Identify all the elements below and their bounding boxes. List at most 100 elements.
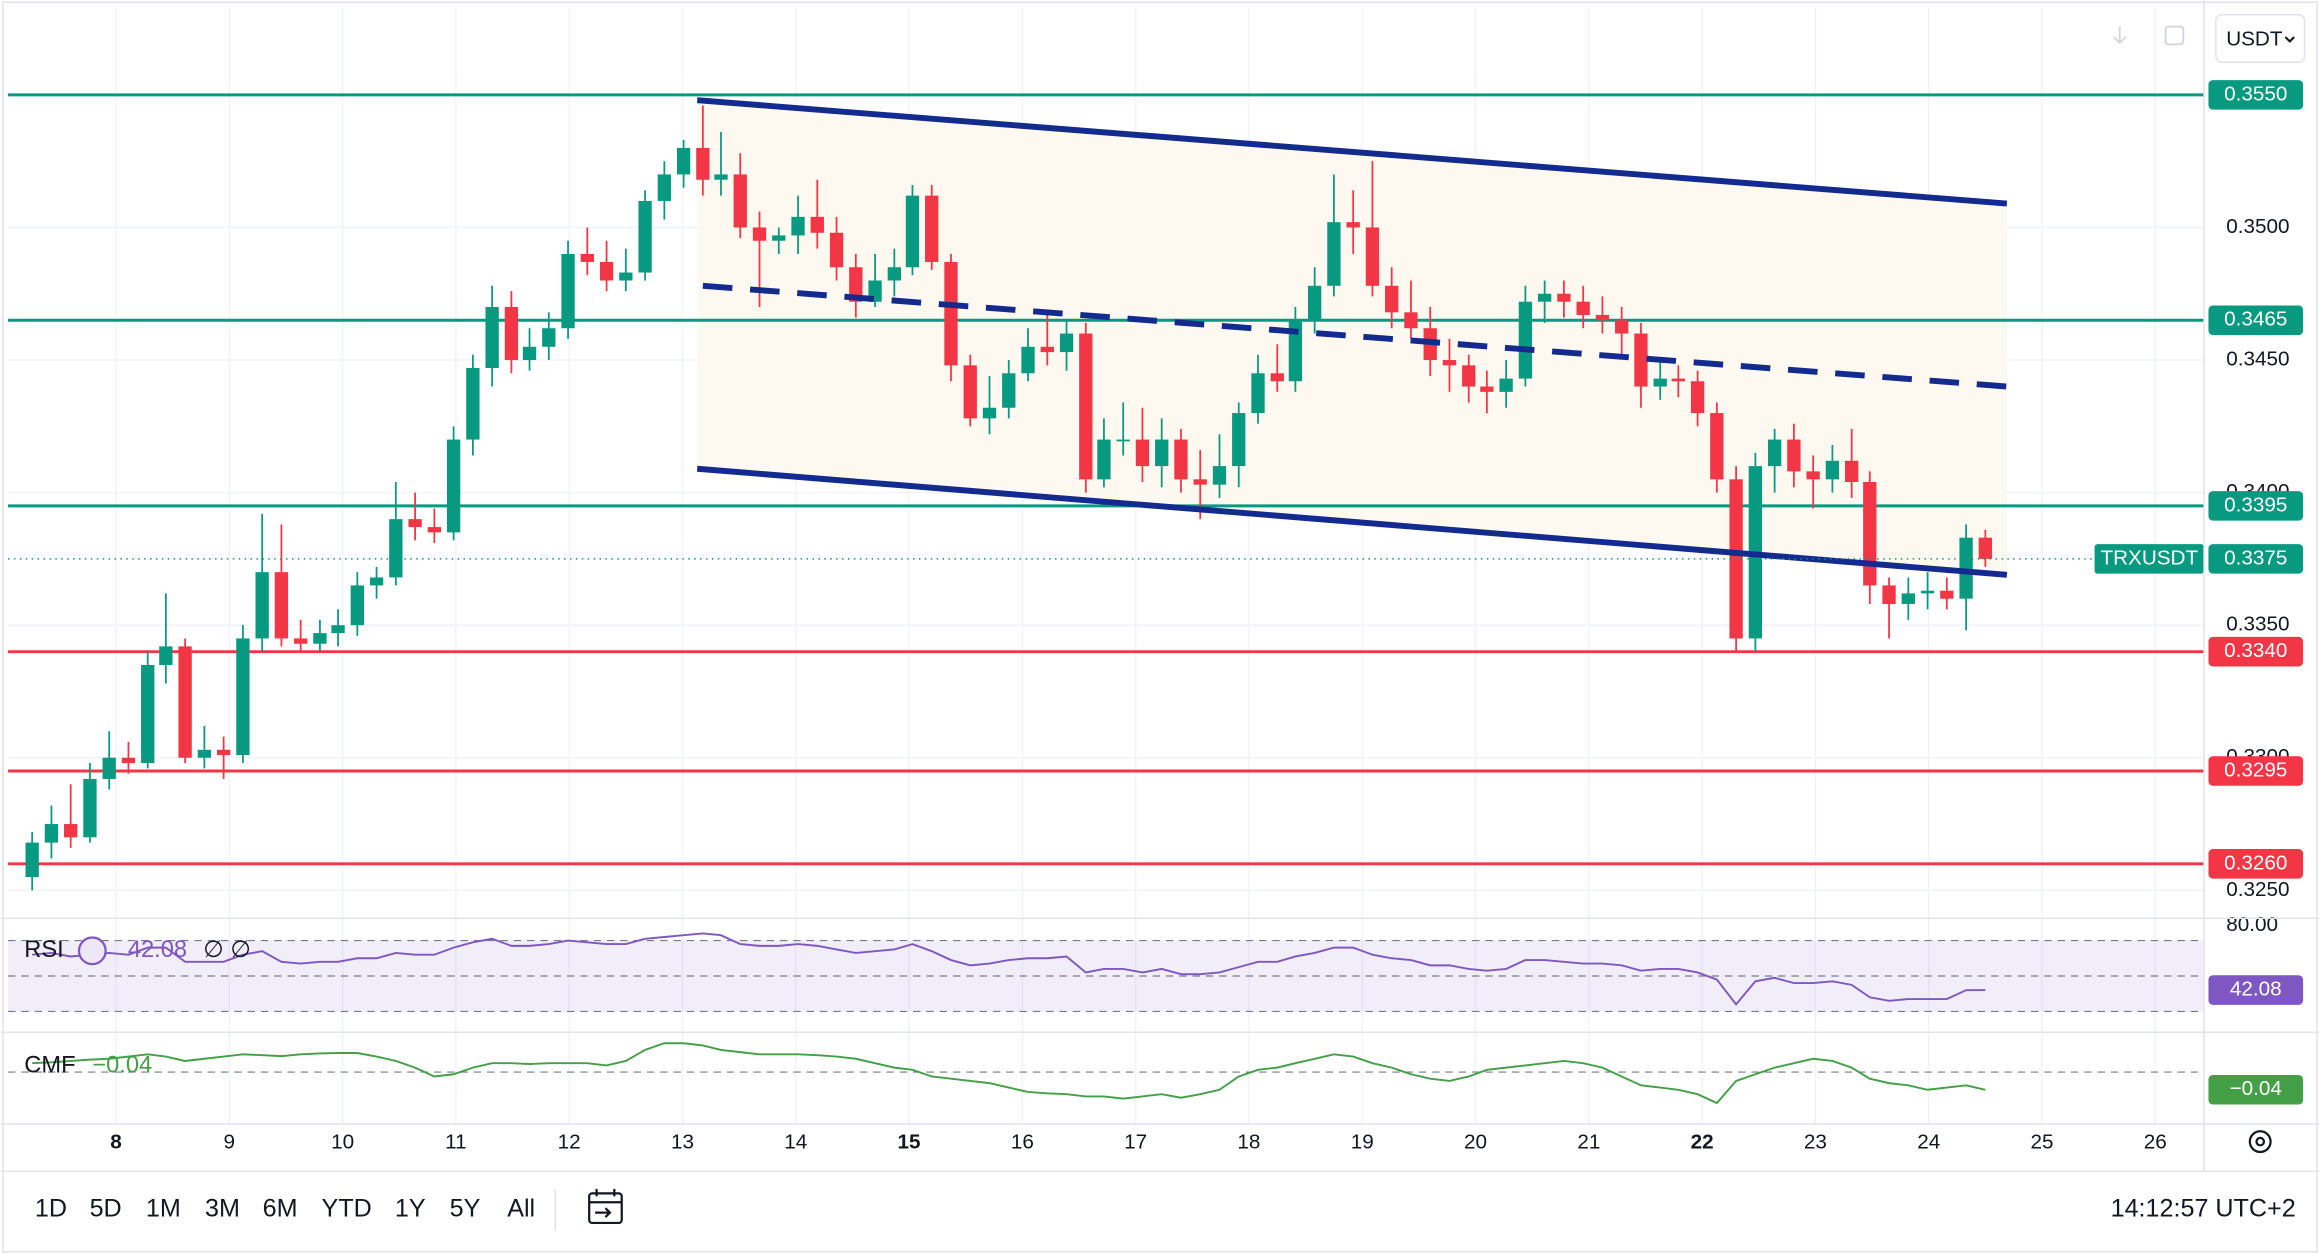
candle-body xyxy=(427,527,442,533)
candle-body xyxy=(44,824,59,843)
candle-body xyxy=(1978,537,1993,559)
x-tick-label: 25 xyxy=(2030,1131,2053,1154)
candle-body xyxy=(714,174,728,180)
cmf-legend-value: −0.04 xyxy=(92,1052,152,1078)
x-tick-label: 19 xyxy=(1351,1131,1374,1154)
candle-body xyxy=(1634,333,1648,387)
candle-body xyxy=(1462,365,1476,387)
candle-body xyxy=(963,365,977,419)
x-tick-label: 11 xyxy=(445,1131,466,1154)
candle-body xyxy=(1671,378,1685,382)
range-button[interactable]: 3M xyxy=(205,1194,240,1222)
candle-body xyxy=(1480,386,1494,392)
symbol-badge xyxy=(2094,544,2205,574)
candle-body xyxy=(1116,439,1130,442)
x-tick-label: 13 xyxy=(671,1131,694,1154)
range-button[interactable]: All xyxy=(507,1194,535,1222)
candle-body xyxy=(1518,301,1533,379)
level-label: 0.3550 xyxy=(2224,82,2287,105)
range-button[interactable]: 6M xyxy=(263,1194,298,1222)
cmf-line xyxy=(32,1042,1986,1105)
x-tick-label: 20 xyxy=(1464,1131,1487,1154)
level-label: 0.3260 xyxy=(2224,851,2287,874)
range-button[interactable]: 1Y xyxy=(395,1194,426,1222)
candle-body xyxy=(1232,413,1246,467)
range-button[interactable]: 5Y xyxy=(450,1194,481,1222)
candle-body xyxy=(1155,439,1169,467)
candle-body xyxy=(619,272,633,281)
last-price-badge xyxy=(2208,544,2304,574)
candle-body xyxy=(313,633,327,644)
candle-body xyxy=(733,174,747,228)
rsi-legend-extra: ∅ ∅ xyxy=(203,937,251,963)
candle-body xyxy=(236,638,250,756)
cmf-badge xyxy=(2208,1074,2304,1105)
candle-body xyxy=(197,749,212,758)
candle-body xyxy=(887,267,901,281)
candle-body xyxy=(216,749,231,756)
candle-body xyxy=(294,638,308,644)
trend-line xyxy=(696,97,2008,207)
candle-body xyxy=(676,147,691,175)
x-tick-label: 15 xyxy=(898,1131,921,1154)
candle-body xyxy=(657,174,672,201)
candle-body xyxy=(752,227,767,241)
y-tick-label: 0.3500 xyxy=(2226,215,2289,238)
candle-body xyxy=(1365,227,1380,286)
trend-line xyxy=(702,282,2008,390)
plot-layer: 8 9 10 11 12 13 14 15 16 17 18 19 20 21 22 23 24 25 26 0.32… xyxy=(8,7,2304,1154)
candle-body xyxy=(599,261,614,281)
level-badge xyxy=(2208,636,2304,667)
candle-body xyxy=(1845,460,1859,483)
clock: 14:12:57 UTC+2 xyxy=(2111,1194,2296,1222)
candle-body xyxy=(905,195,920,268)
candle-body xyxy=(944,261,958,366)
cmf-legend-name: CMF xyxy=(24,1052,75,1078)
candle-body xyxy=(1882,585,1896,604)
candle-body xyxy=(408,519,422,528)
candle-body xyxy=(696,147,710,180)
candle-body xyxy=(331,625,345,634)
candle-body xyxy=(791,216,805,236)
candle-body xyxy=(1442,360,1457,366)
candle-body xyxy=(829,232,844,268)
candle-body xyxy=(1059,333,1074,353)
candle-body xyxy=(1021,346,1035,374)
candle-body xyxy=(772,235,786,241)
candle-body xyxy=(1327,222,1341,286)
range-button[interactable]: 5D xyxy=(90,1194,122,1222)
candle-body xyxy=(1288,320,1303,382)
x-tick-label: 16 xyxy=(1011,1131,1034,1154)
x-tick-label: 12 xyxy=(558,1131,581,1154)
candle-body xyxy=(1806,471,1820,480)
currency-dropdown[interactable] xyxy=(2215,14,2306,63)
rsi-line xyxy=(32,932,1986,1006)
level-label: 0.3295 xyxy=(2224,758,2287,781)
currency-label[interactable]: USDT xyxy=(2226,27,2283,50)
calendar-icon[interactable] xyxy=(588,1188,623,1225)
x-tick-label: 24 xyxy=(1917,1131,1940,1154)
range-button[interactable]: 1M xyxy=(146,1194,181,1222)
candle-body xyxy=(64,824,78,838)
candle-body xyxy=(83,778,97,838)
candle-body xyxy=(1940,590,1954,599)
candle-body xyxy=(638,200,652,273)
range-button[interactable]: YTD xyxy=(322,1194,372,1222)
top-icons xyxy=(2113,25,2185,46)
candle-body xyxy=(1212,466,1227,485)
candle-body xyxy=(1135,439,1150,467)
x-tick-label: 18 xyxy=(1237,1131,1260,1154)
candle-body xyxy=(522,346,537,361)
range-button[interactable]: 1D xyxy=(35,1194,67,1222)
y-tick-label: 0.3350 xyxy=(2226,613,2289,636)
candle-body xyxy=(1767,439,1782,467)
x-tick-label: 10 xyxy=(331,1131,354,1154)
candle-body xyxy=(810,216,824,233)
settings-icon[interactable] xyxy=(2248,1130,2272,1154)
candle-body xyxy=(1308,285,1322,321)
candle-body xyxy=(580,253,594,262)
candle-body xyxy=(542,328,556,347)
candle-body xyxy=(178,646,192,758)
candle-body xyxy=(1251,373,1265,414)
